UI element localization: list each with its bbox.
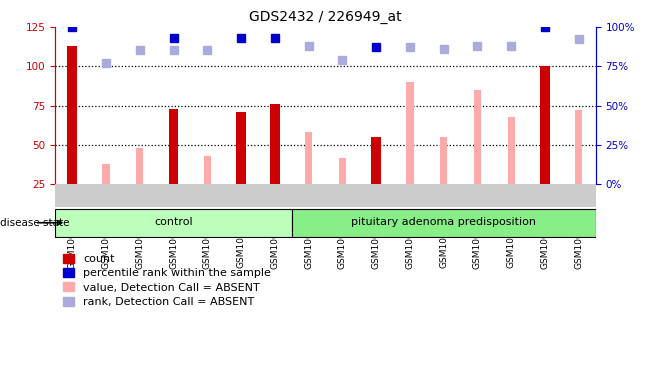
FancyBboxPatch shape [292,209,596,237]
Bar [540,66,549,184]
Bar [339,157,346,184]
Bar [236,112,246,184]
Bar [305,132,312,184]
Bar [372,137,381,184]
Text: pituitary adenoma predisposition: pituitary adenoma predisposition [351,217,536,227]
Bar [102,164,110,184]
Bar [204,156,211,184]
Text: control: control [154,217,193,227]
FancyBboxPatch shape [55,209,292,237]
Bar [136,148,143,184]
Title: GDS2432 / 226949_at: GDS2432 / 226949_at [249,10,402,25]
Bar [406,82,413,184]
Bar [575,110,583,184]
Bar [169,109,178,184]
Bar [508,117,515,184]
Text: disease state: disease state [0,218,70,228]
Bar [474,90,481,184]
Bar [440,137,447,184]
Bar [270,104,279,184]
Legend: count, percentile rank within the sample, value, Detection Call = ABSENT, rank, : count, percentile rank within the sample… [61,251,273,309]
Bar [68,46,77,184]
